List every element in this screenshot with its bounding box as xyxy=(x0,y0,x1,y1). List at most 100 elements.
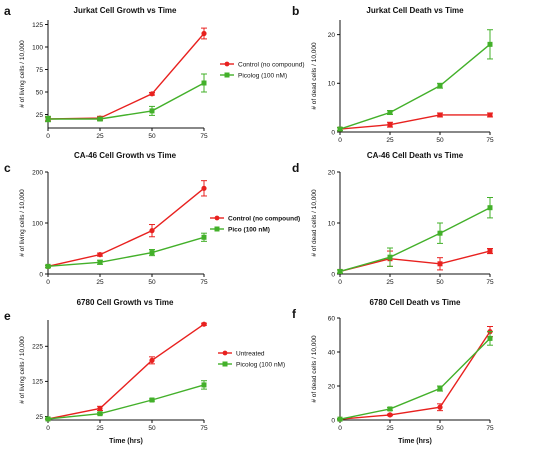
series-2 xyxy=(45,73,207,123)
series-line xyxy=(47,384,205,420)
x-tick-label: 75 xyxy=(200,425,208,432)
panel-title: 6780 Cell Death vs Time xyxy=(369,298,461,307)
x-tick-label: 75 xyxy=(486,279,494,286)
panel-f: f 6780 Cell Death vs Time 0 25 50 75 0 20 40 60 # … xyxy=(292,298,494,445)
y-tick-label: 20 xyxy=(328,32,336,39)
legend-label: Pico (100 nM) xyxy=(228,226,270,233)
data-point xyxy=(97,405,103,412)
data-point xyxy=(97,411,103,417)
data-point xyxy=(149,250,155,256)
x-tick-label: 25 xyxy=(386,425,394,432)
y-tick-label: 60 xyxy=(328,315,336,322)
y-axis-label: # of dead cells / 10,000 xyxy=(311,42,318,110)
x-tick-label: 25 xyxy=(96,279,104,286)
data-point xyxy=(149,357,155,363)
series-line xyxy=(339,331,491,420)
series-line xyxy=(339,250,491,273)
y-tick-label: 40 xyxy=(328,349,336,356)
legend-marker xyxy=(224,61,230,67)
data-point xyxy=(437,404,443,410)
data-point xyxy=(97,252,103,258)
panel-a: a Jurkat Cell Growth vs Time 0 25 50 75 25 50 75… xyxy=(4,4,304,140)
series-line xyxy=(47,187,205,268)
legend: Control (no compound) Picolog (100 nM) xyxy=(220,61,304,79)
data-point xyxy=(201,185,207,191)
data-point xyxy=(487,41,493,47)
legend-label: Picolog (100 nM) xyxy=(238,72,287,79)
data-point xyxy=(487,248,493,254)
panel-b: b Jurkat Cell Death vs Time 0 25 50 75 0 10 20 # … xyxy=(292,4,494,144)
series-1 xyxy=(45,27,207,122)
legend: Untreated Picolog (100 nM) xyxy=(218,350,285,368)
series-1 xyxy=(45,180,207,269)
x-tick-label: 50 xyxy=(436,137,444,144)
panel-title: 6780 Cell Growth vs Time xyxy=(77,298,174,307)
series-line xyxy=(48,82,205,120)
series-2 xyxy=(45,380,207,422)
data-point xyxy=(149,228,155,234)
panel-title: Jurkat Cell Death vs Time xyxy=(366,6,464,15)
y-axis-label: # of living cells / 10,000 xyxy=(19,336,26,404)
legend-marker xyxy=(222,350,228,356)
data-point xyxy=(97,259,103,265)
legend-marker xyxy=(214,226,220,232)
legend-marker xyxy=(224,72,230,78)
y-tick-label: 20 xyxy=(328,169,336,176)
data-point xyxy=(149,397,155,403)
panel-label: e xyxy=(4,309,11,323)
data-point xyxy=(45,116,51,122)
data-point xyxy=(201,80,207,86)
y-tick-label: 0 xyxy=(331,271,335,278)
series-2 xyxy=(337,29,493,132)
x-tick-label: 75 xyxy=(486,137,494,144)
x-tick-label: 25 xyxy=(386,137,394,144)
series-line xyxy=(339,207,491,273)
series-2 xyxy=(337,197,493,274)
series-line xyxy=(339,43,491,130)
data-point xyxy=(387,254,393,260)
x-tick-label: 50 xyxy=(148,279,156,286)
data-point xyxy=(201,321,207,327)
data-point xyxy=(337,268,343,274)
data-point xyxy=(337,416,343,422)
x-tick-label: 50 xyxy=(436,425,444,432)
data-point xyxy=(45,416,51,422)
y-tick-label: 10 xyxy=(328,220,336,227)
data-point xyxy=(487,335,493,341)
data-point xyxy=(437,230,443,236)
x-tick-label: 0 xyxy=(338,425,342,432)
legend: Control (no compound) Pico (100 nM) xyxy=(210,215,300,233)
x-tick-label: 75 xyxy=(486,425,494,432)
panel-label: f xyxy=(292,307,297,321)
y-tick-label: 0 xyxy=(331,417,335,424)
y-tick-label: 25 xyxy=(36,112,44,119)
x-tick-label: 50 xyxy=(148,133,156,140)
data-point xyxy=(201,382,207,388)
panel-label: b xyxy=(292,4,299,18)
panel-label: a xyxy=(4,4,11,18)
legend-label: Picolog (100 nM) xyxy=(236,361,285,368)
data-point xyxy=(487,112,493,118)
series-line xyxy=(47,323,205,420)
y-axis-label: # of living cells / 10,000 xyxy=(19,189,26,257)
legend-label: Untreated xyxy=(236,350,265,357)
x-tick-label: 0 xyxy=(338,137,342,144)
y-tick-label: 75 xyxy=(36,67,44,74)
legend-marker xyxy=(214,215,220,221)
legend-label: Control (no compound) xyxy=(228,215,300,222)
data-point xyxy=(149,108,155,114)
y-tick-label: 20 xyxy=(328,383,336,390)
data-point xyxy=(437,386,443,392)
series-line xyxy=(339,114,490,130)
panel-label: d xyxy=(292,161,299,175)
data-point xyxy=(387,110,393,116)
x-axis-label: Time (hrs) xyxy=(398,438,432,445)
data-point xyxy=(97,116,103,122)
y-tick-label: 0 xyxy=(331,129,335,136)
legend-label: Control (no compound) xyxy=(238,61,304,68)
series-1 xyxy=(337,248,493,274)
x-tick-label: 0 xyxy=(46,133,50,140)
y-tick-label: 125 xyxy=(32,379,43,386)
